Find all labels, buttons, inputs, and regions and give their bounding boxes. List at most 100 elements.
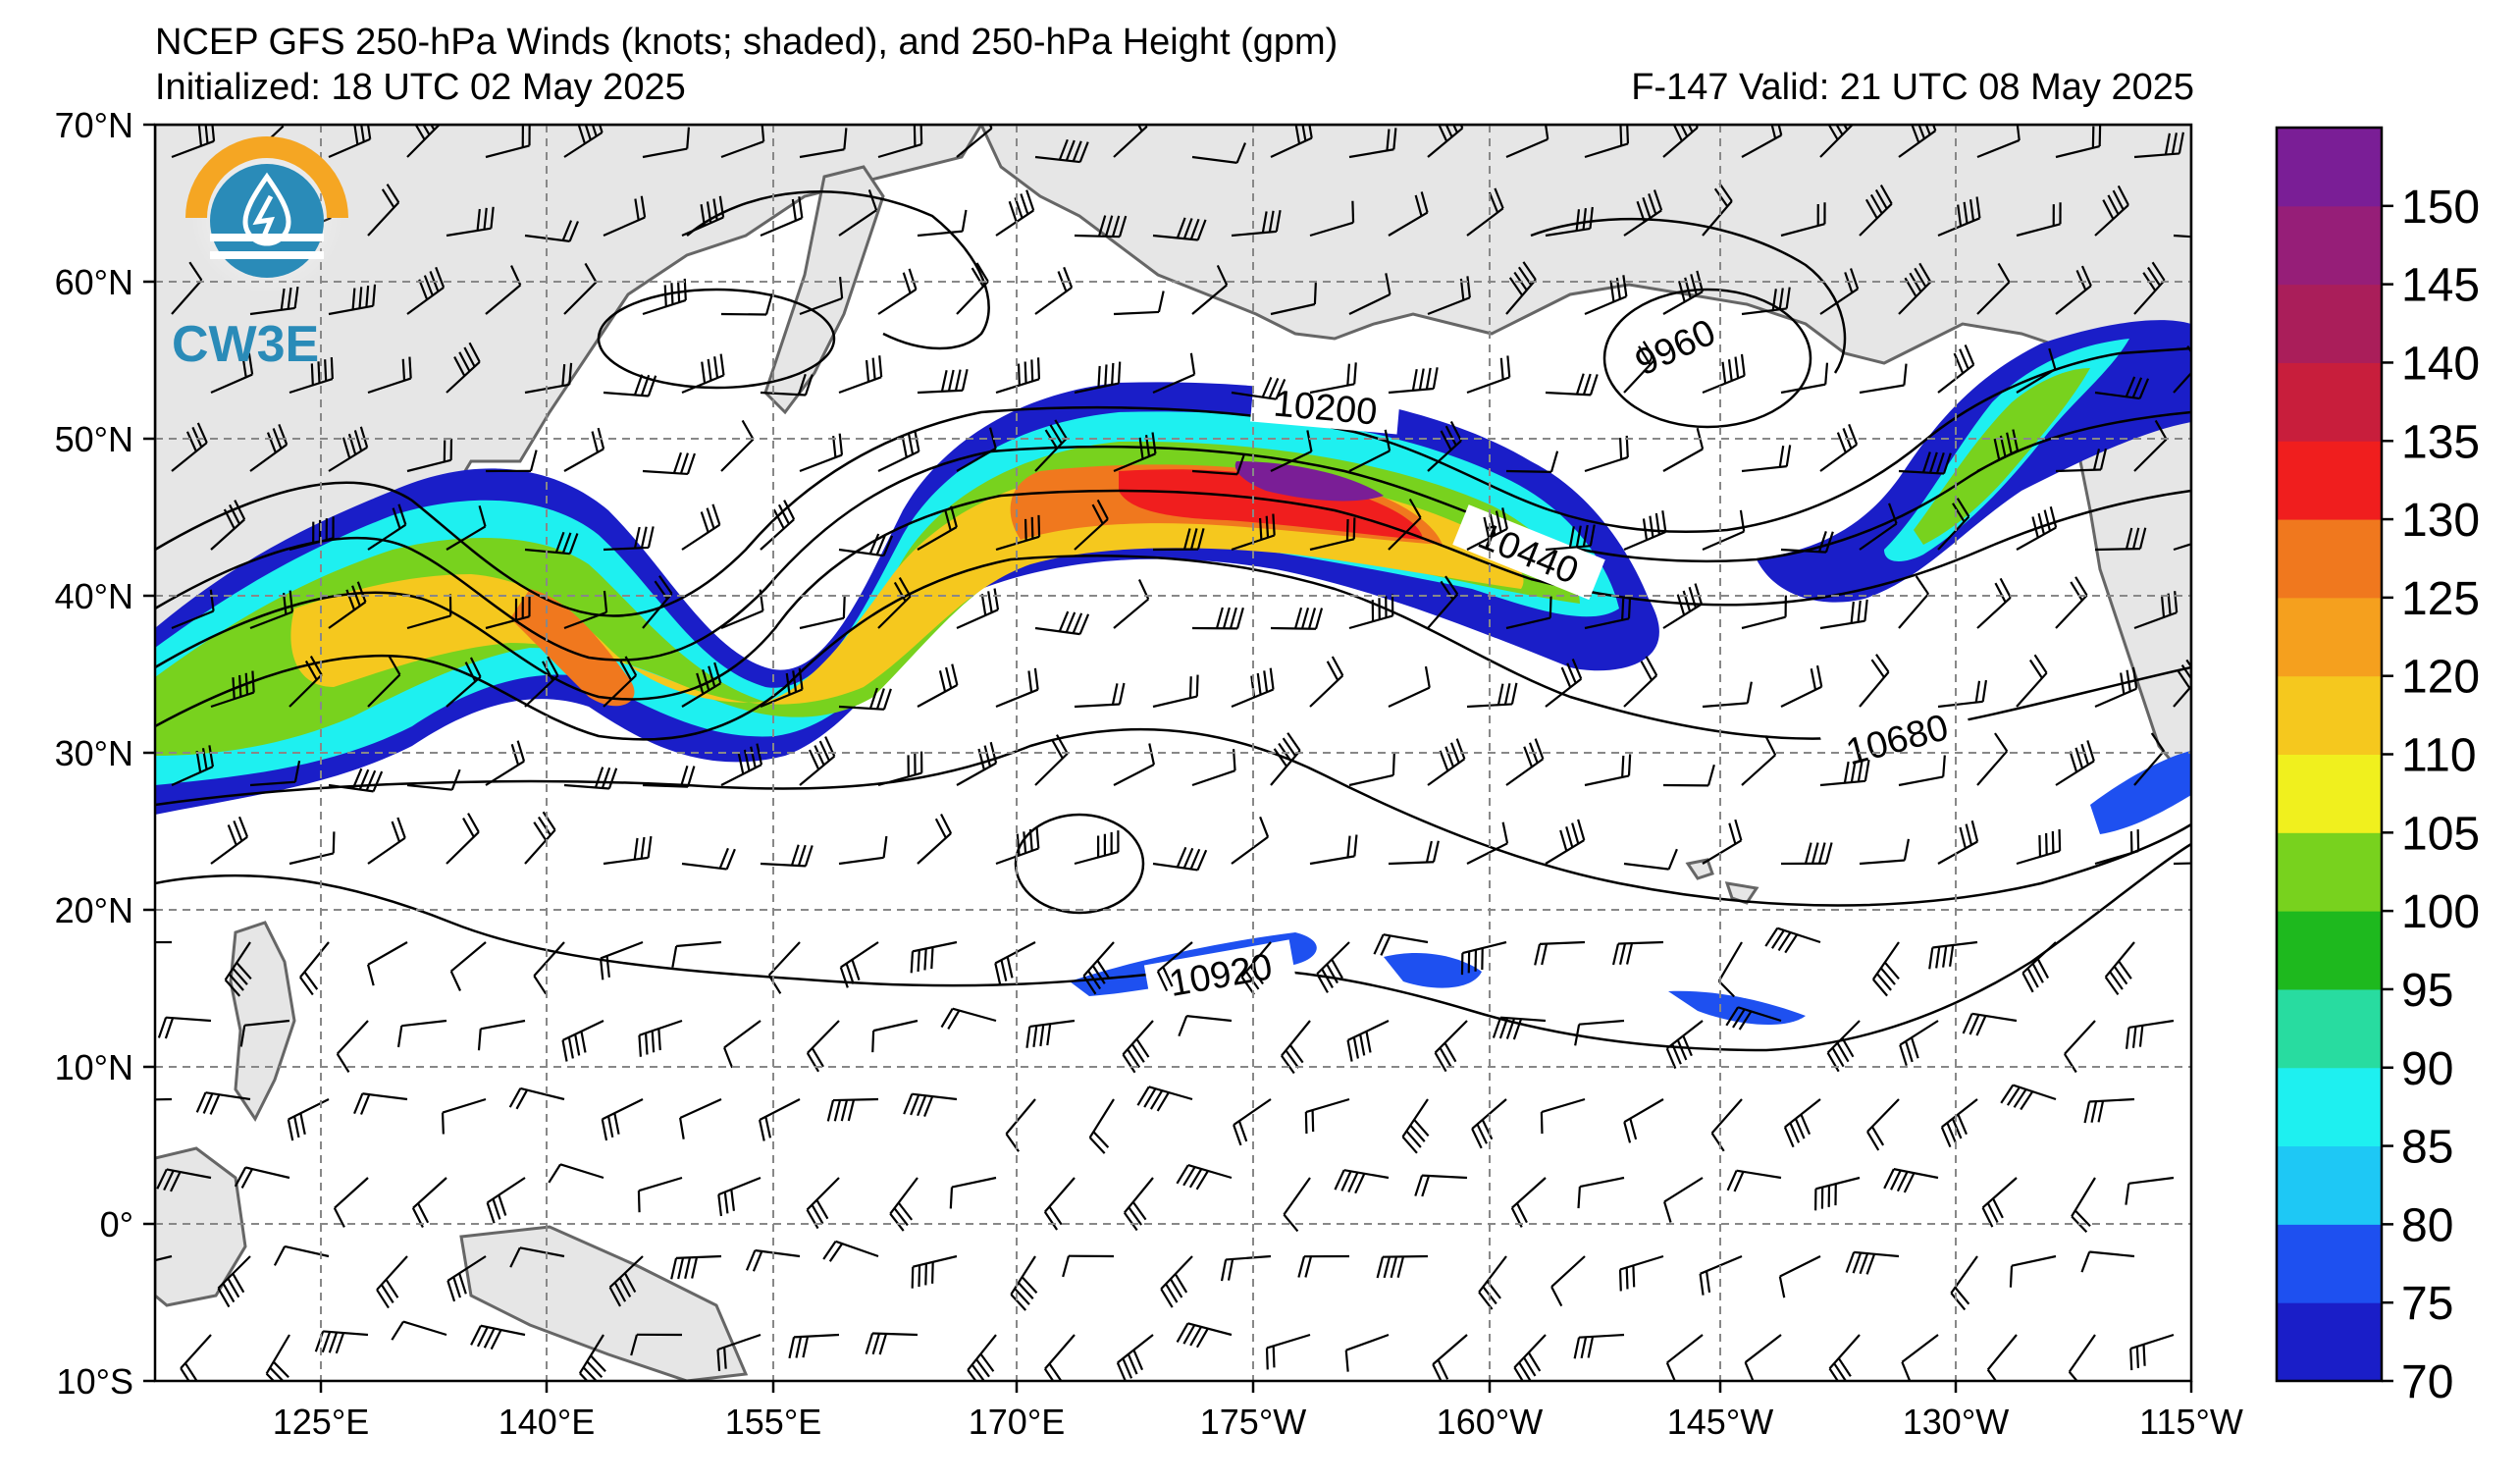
wind-barb [911, 1254, 958, 1289]
wind-barb [2094, 376, 2150, 400]
wind-barb [1702, 509, 1746, 552]
wind-barb [1152, 352, 1196, 395]
wind-barb [1116, 1334, 1154, 1381]
wind-barb [1717, 941, 1743, 998]
wind-barb [1866, 1098, 1900, 1151]
wind-barb [1231, 210, 1282, 238]
wind-barb [839, 941, 879, 988]
wind-barb [1573, 1333, 1625, 1359]
wind-barb [799, 596, 846, 630]
wind-barb [1074, 682, 1126, 709]
colorbar-label: 105 [2401, 808, 2480, 860]
wind-barb [1623, 510, 1667, 552]
wind-barb [2173, 543, 2191, 552]
wind-barb [949, 1176, 997, 1209]
hawaii-land [1685, 858, 1759, 905]
colorbar-swatch [2277, 988, 2382, 1069]
wind-barb [1414, 1174, 1468, 1197]
wind-barb [995, 189, 1035, 237]
wind-barb [1950, 1255, 1978, 1311]
wind-barb [1191, 264, 1229, 315]
wind-barb [1010, 1255, 1038, 1311]
wind-barb [760, 500, 796, 551]
wind-barb [157, 1016, 212, 1039]
wind-barb [1113, 432, 1157, 473]
wind-barbs [155, 125, 2191, 1381]
wind-barb [485, 740, 526, 786]
contour-label-10200: 10200 [1272, 383, 1379, 433]
wind-barb [2055, 740, 2095, 786]
lat-label: 60°N [55, 262, 133, 302]
wind-barb [1577, 1176, 1625, 1209]
wind-barb [917, 814, 953, 865]
wind-barb [1937, 498, 1970, 551]
wind-barb [889, 1177, 919, 1232]
wind-barb [1136, 1086, 1193, 1112]
wind-barb [1976, 732, 2009, 786]
wind-barb [1584, 597, 1632, 630]
wind-barb [2173, 341, 2191, 394]
wind-barb [396, 1019, 447, 1048]
wind-barb [2055, 576, 2088, 629]
wind-barb [1297, 1254, 1350, 1278]
wind-barb [799, 128, 848, 159]
wind-barb [249, 760, 301, 787]
wind-barb [877, 576, 912, 629]
wind-barb [1231, 377, 1286, 400]
wind-barb [1283, 1177, 1311, 1233]
colorbar-swatch [2277, 441, 2382, 520]
wind-barb [1191, 142, 1247, 164]
logo-text: CW3E [172, 316, 319, 373]
lat-label: 20°N [55, 890, 133, 930]
colorbar-label: 140 [2401, 338, 2480, 390]
lat-label: 0° [100, 1204, 133, 1245]
wind-barb [1981, 1177, 2018, 1228]
wind-barb [1074, 361, 1122, 395]
wind-barb [1373, 933, 1429, 956]
wind-barb [1545, 659, 1583, 708]
wind-barb [1778, 1255, 1821, 1298]
wind-barb [195, 1091, 251, 1115]
wind-barb [956, 588, 1000, 630]
lon-label: 170°E [969, 1402, 1065, 1442]
colorbar-swatch [2277, 597, 2382, 677]
longitude-labels: 125°E 140°E 155°E 170°E 175°W 160°W 145°… [273, 1402, 2243, 1442]
latitude-axis [143, 123, 155, 1383]
wind-barb [642, 766, 696, 788]
wind-barb [2125, 1019, 2175, 1049]
wind-barb [1231, 816, 1270, 865]
wind-barb [1348, 753, 1395, 787]
colorbar-swatch [2277, 1302, 2382, 1382]
colorbar-swatch [2277, 675, 2382, 755]
wind-barb [1741, 287, 1791, 316]
wind-barb [995, 667, 1039, 709]
wind-barb [642, 451, 696, 476]
wind-barb [367, 503, 407, 551]
wind-barb [210, 500, 246, 551]
wind-barb [2055, 265, 2092, 315]
wind-barb [1176, 1322, 1233, 1349]
wind-barb [1270, 125, 1313, 158]
wind-barb [2016, 505, 2058, 551]
borneo-land [155, 1146, 247, 1307]
wind-barb [1741, 445, 1792, 473]
wind-barb [2133, 591, 2179, 630]
wind-barb [877, 751, 923, 787]
wind-barb [1460, 940, 1507, 976]
colorbar-labels: 70 75 80 85 90 95 100 105 110 120 125 130 135 140 145 1… [2382, 182, 2480, 1408]
wind-barb [289, 357, 334, 395]
wind-barb [155, 1254, 173, 1262]
wind-barb [1122, 1020, 1154, 1074]
wind-barb [328, 426, 369, 472]
wind-barb [826, 1097, 879, 1122]
wind-barb [799, 276, 844, 316]
wind-barb [1726, 1169, 1782, 1192]
wind-barb [1348, 128, 1397, 159]
wind-barb [1859, 654, 1890, 708]
wind-barb [249, 424, 289, 472]
wind-barb [2129, 1333, 2175, 1371]
colorbar-swatch [2277, 1067, 2382, 1147]
wind-barb [2094, 185, 2129, 237]
wind-barb [603, 835, 653, 866]
wind-barb [1976, 577, 2012, 629]
